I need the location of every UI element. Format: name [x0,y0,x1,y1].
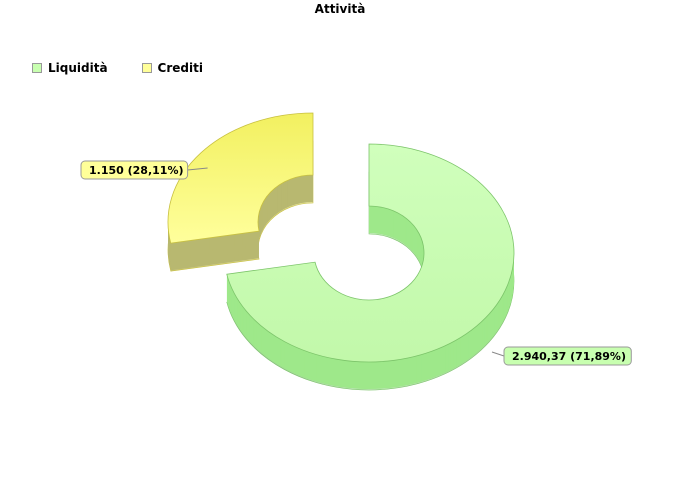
legend-item-crediti: Crediti [141,61,203,75]
data-label-leader-crediti [187,167,208,171]
data-label-box-liquidita [503,346,632,366]
legend-swatch-liquidita [32,63,42,73]
data-label-liquidita: 2.940,37 (71,89%) [512,350,626,363]
data-label-crediti: 1.150 (28,11%) [89,164,184,177]
legend-label-liquidita: Liquidità [48,61,108,75]
legend: Liquidità Crediti [32,61,203,75]
legend-item-liquidita: Liquidità [32,61,108,75]
data-label-box-crediti [80,160,189,180]
legend-swatch-crediti [141,63,152,73]
slice-liquidita[interactable] [226,143,515,363]
chart-title: Attività [314,2,366,16]
legend-label-crediti: Crediti [157,61,203,75]
data-label-leader-liquidita [491,351,505,357]
slice-crediti[interactable] [167,112,314,244]
